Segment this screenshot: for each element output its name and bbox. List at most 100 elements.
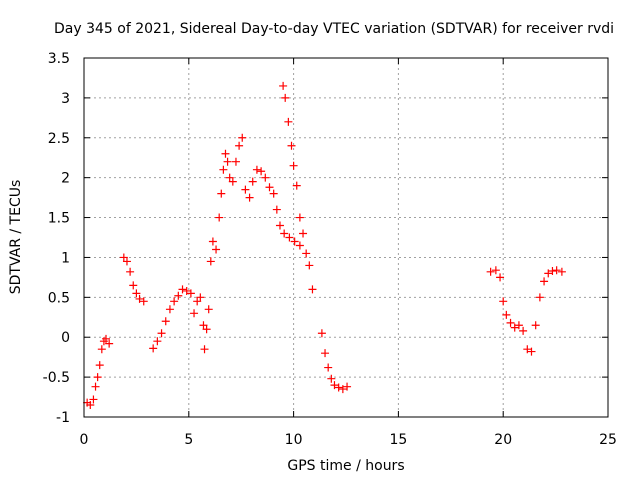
- data-point: [272, 205, 281, 214]
- data-point: [241, 185, 250, 194]
- data-point: [544, 269, 553, 278]
- y-axis-label: SDTVAR / TECUs: [8, 180, 24, 295]
- y-tick-label: 3: [61, 91, 70, 107]
- data-point: [334, 383, 343, 392]
- data-point: [338, 385, 347, 394]
- data-point: [269, 189, 278, 198]
- data-point: [235, 141, 244, 150]
- chart-title: Day 345 of 2021, Sidereal Day-to-day VTE…: [54, 21, 614, 37]
- data-point: [178, 285, 187, 294]
- data-point: [97, 345, 106, 354]
- x-tick-label: 25: [599, 432, 617, 448]
- grid-lines: [84, 58, 608, 417]
- data-point: [548, 267, 557, 276]
- data-point: [280, 229, 289, 238]
- data-point: [135, 294, 144, 303]
- data-point: [174, 291, 183, 300]
- data-point: [496, 273, 505, 282]
- data-point: [321, 349, 330, 358]
- data-point: [261, 173, 270, 182]
- data-point: [190, 309, 199, 318]
- data-point: [305, 261, 314, 270]
- data-point: [491, 266, 500, 275]
- y-tick-label: -0.5: [43, 370, 70, 386]
- y-tick-label: 3.5: [48, 51, 70, 67]
- data-point: [223, 157, 232, 166]
- data-point: [238, 133, 247, 142]
- data-point: [523, 345, 532, 354]
- data-point: [327, 374, 336, 383]
- data-point: [212, 245, 221, 254]
- data-point: [552, 266, 561, 275]
- data-point: [228, 177, 237, 186]
- data-point: [161, 317, 170, 326]
- data-point: [206, 257, 215, 266]
- data-point: [132, 289, 141, 298]
- data-point: [217, 189, 226, 198]
- data-point: [265, 183, 274, 192]
- data-point: [221, 149, 230, 158]
- data-point: [290, 237, 299, 246]
- y-tick-label: 0.5: [48, 290, 70, 306]
- y-tick-label: 2.5: [48, 131, 70, 147]
- data-point: [284, 117, 293, 126]
- data-point: [257, 167, 266, 176]
- data-point: [122, 257, 131, 266]
- y-tick-label: 1.5: [48, 211, 70, 227]
- plot-frame: [83, 57, 609, 418]
- data-point: [289, 161, 298, 170]
- data-point: [182, 286, 191, 295]
- data-point: [510, 323, 519, 332]
- data-point: [105, 339, 114, 348]
- data-point: [93, 373, 102, 382]
- data-point: [200, 345, 209, 354]
- x-tick-label: 20: [494, 432, 512, 448]
- data-point: [208, 237, 217, 246]
- x-tick-label: 0: [80, 432, 89, 448]
- data-point: [285, 233, 294, 242]
- data-point: [86, 401, 95, 410]
- data-point: [231, 157, 240, 166]
- data-point: [330, 381, 339, 390]
- y-tick-label: 1: [61, 250, 70, 266]
- data-point: [343, 382, 352, 391]
- data-point: [527, 347, 536, 356]
- data-point: [95, 361, 104, 370]
- data-point: [299, 229, 308, 238]
- x-tick-label: 5: [184, 432, 193, 448]
- data-point: [295, 241, 304, 250]
- data-point: [519, 326, 528, 335]
- data-point: [317, 329, 326, 338]
- data-point: [215, 213, 224, 222]
- x-tick-label: 10: [285, 432, 303, 448]
- y-tick-labels: -1 -0.5 0 0.5 1 1.5 2 2.5 3 3.5: [43, 51, 70, 426]
- data-point: [535, 293, 544, 302]
- data-point: [281, 93, 290, 102]
- data-point: [153, 337, 162, 346]
- data-point: [245, 193, 254, 202]
- data-point: [248, 177, 257, 186]
- data-point: [486, 267, 495, 276]
- data-point: [126, 267, 135, 276]
- x-axis-label: GPS time / hours: [287, 458, 404, 474]
- data-point: [540, 277, 549, 286]
- x-tick-label: 15: [389, 432, 407, 448]
- data-point: [219, 165, 228, 174]
- data-point: [89, 395, 98, 404]
- data-point: [506, 318, 515, 327]
- data-point: [157, 329, 166, 338]
- data-point: [204, 305, 213, 314]
- data-point: [170, 297, 179, 306]
- data-point: [196, 293, 205, 302]
- data-point: [499, 297, 508, 306]
- data-point: [186, 289, 195, 298]
- data-point: [302, 249, 311, 258]
- data-point: [502, 310, 511, 319]
- data-point: [275, 221, 284, 230]
- y-tick-label: 2: [61, 171, 70, 187]
- data-point: [308, 285, 317, 294]
- y-tick-label: -1: [56, 410, 70, 426]
- data-point: [557, 267, 566, 276]
